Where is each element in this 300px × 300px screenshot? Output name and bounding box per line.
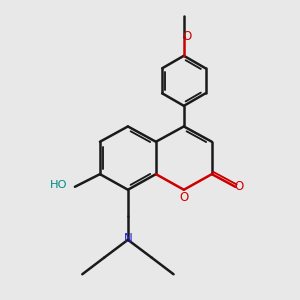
Text: HO: HO — [50, 180, 68, 190]
Text: O: O — [179, 190, 188, 204]
Text: O: O — [234, 180, 244, 193]
Text: O: O — [183, 30, 192, 43]
Text: N: N — [124, 232, 132, 245]
